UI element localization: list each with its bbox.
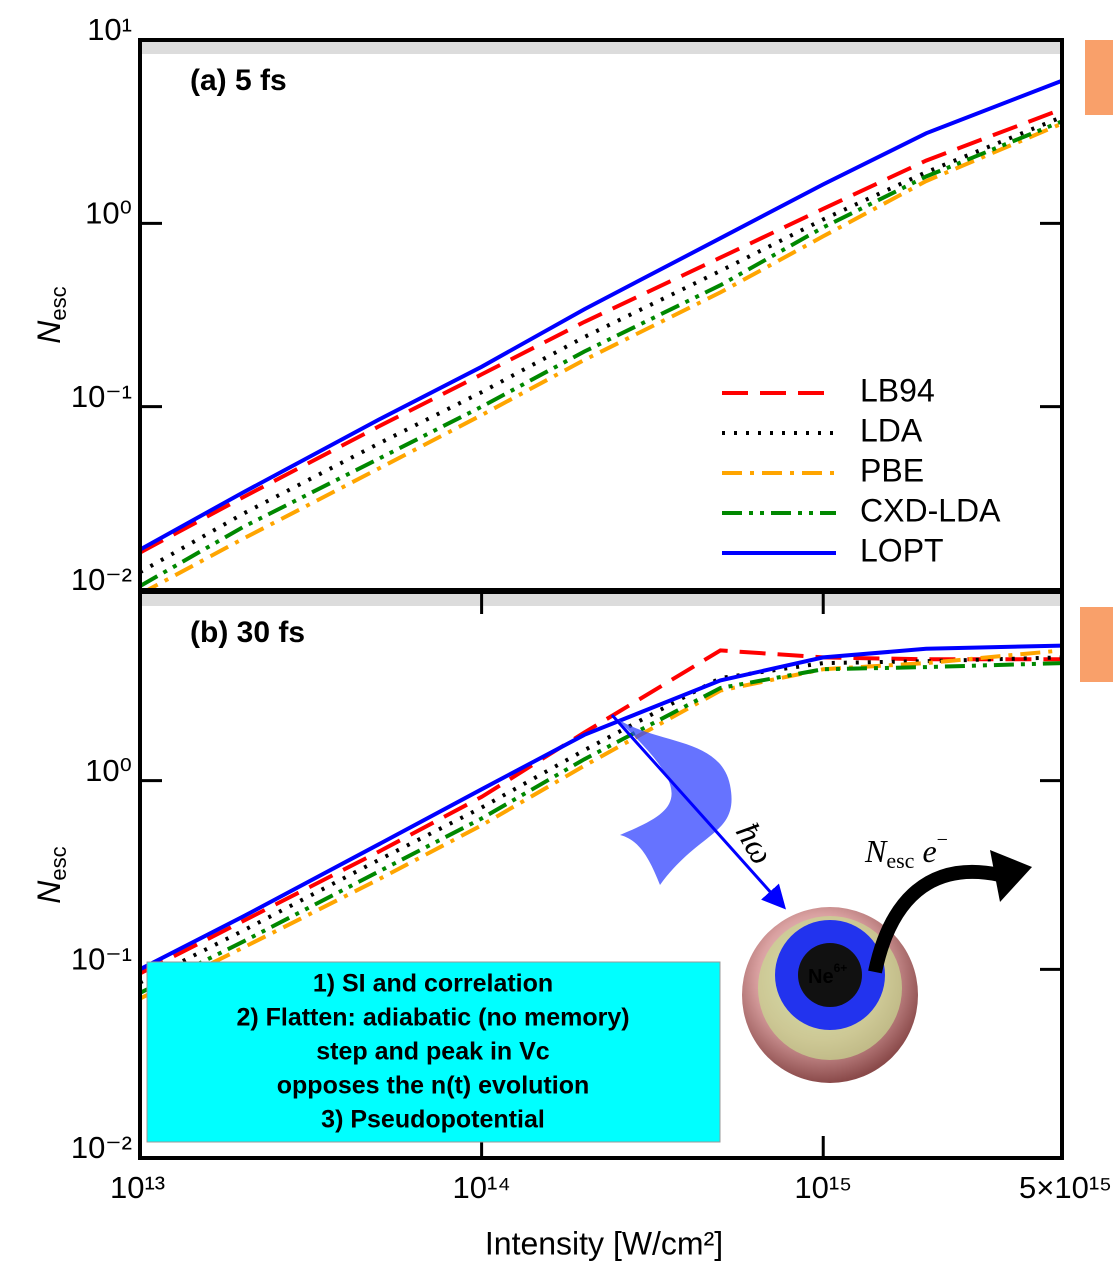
series-line [139, 648, 1062, 976]
x-tick-label: 10¹³ [110, 1170, 165, 1205]
y-tick-label: 10⁻² [71, 562, 132, 597]
photon-arrow [610, 713, 787, 910]
x-tick-label: 5×10¹⁵ [1019, 1170, 1112, 1205]
pulse [612, 715, 732, 885]
photon-label: ħω [728, 817, 781, 871]
y-tick-label: 10⁰ [85, 196, 132, 231]
annotation-box [146, 961, 721, 1143]
series-line [139, 78, 1063, 552]
y-axis-label-main: N [31, 320, 67, 344]
series-line [139, 119, 1063, 588]
ion-charge: 6+ [834, 961, 848, 975]
series-line [139, 655, 1063, 985]
series-line [139, 648, 1063, 1001]
side-box [1085, 40, 1113, 115]
series-line [139, 661, 1063, 995]
ion-label: Ne6+ [808, 961, 847, 988]
escape-label: Nesc e− [864, 829, 948, 873]
x-tick-label: 10¹⁴ [453, 1170, 511, 1205]
side-box [1080, 607, 1113, 682]
legend-label: LB94 [860, 372, 935, 408]
annotation-line: opposes the n(t) evolution [277, 1072, 590, 1100]
y-axis-label: Nesc [31, 846, 70, 903]
escape-arrow [868, 864, 1002, 974]
top-band [140, 40, 1062, 54]
escape-n: N [864, 833, 888, 869]
y-tick-label: 10⁰ [85, 753, 132, 788]
escape-sub: esc [886, 848, 914, 873]
y-axis-label: Nesc [31, 286, 70, 343]
legend-label: LDA [860, 412, 923, 448]
y-tick-label: 10⁻² [71, 1130, 132, 1165]
electron: e [922, 833, 936, 869]
plot-frame [138, 590, 1064, 1160]
y-tick-label: 10¹ [87, 12, 132, 47]
electron-charge: − [937, 829, 948, 851]
annotation-line: step and peak in Vc [316, 1038, 550, 1066]
annotation-line: 2) Flatten: adiabatic (no memory) [236, 1004, 629, 1032]
panel-label: (b) 30 fs [190, 616, 305, 649]
y-axis-label-sub: esc [46, 286, 71, 320]
series-line [139, 107, 1063, 555]
x-axis-label: Intensity [W/cm²] [485, 1225, 723, 1261]
x-tick-label: 10¹⁵ [794, 1170, 852, 1205]
series-line [139, 643, 1063, 972]
ion-center [798, 943, 862, 1007]
ion-name: Ne [808, 966, 834, 988]
legend-label: CXD-LDA [860, 492, 1001, 528]
y-tick-label: 10⁻¹ [71, 942, 132, 977]
y-axis-label-main: N [31, 880, 67, 904]
series-line [139, 121, 1063, 596]
y-tick-label: 10⁻¹ [71, 379, 132, 414]
escape-arrowhead [990, 850, 1032, 902]
y-axis-label-sub: esc [46, 846, 71, 880]
legend-label: LOPT [860, 532, 944, 568]
series-line [139, 115, 1063, 574]
legend-label: PBE [860, 452, 924, 488]
panel-label: (a) 5 fs [190, 64, 287, 97]
annotation-line: 1) SI and correlation [313, 970, 553, 998]
top-band [140, 592, 1062, 606]
annotation-line: 3) Pseudopotential [321, 1106, 545, 1134]
